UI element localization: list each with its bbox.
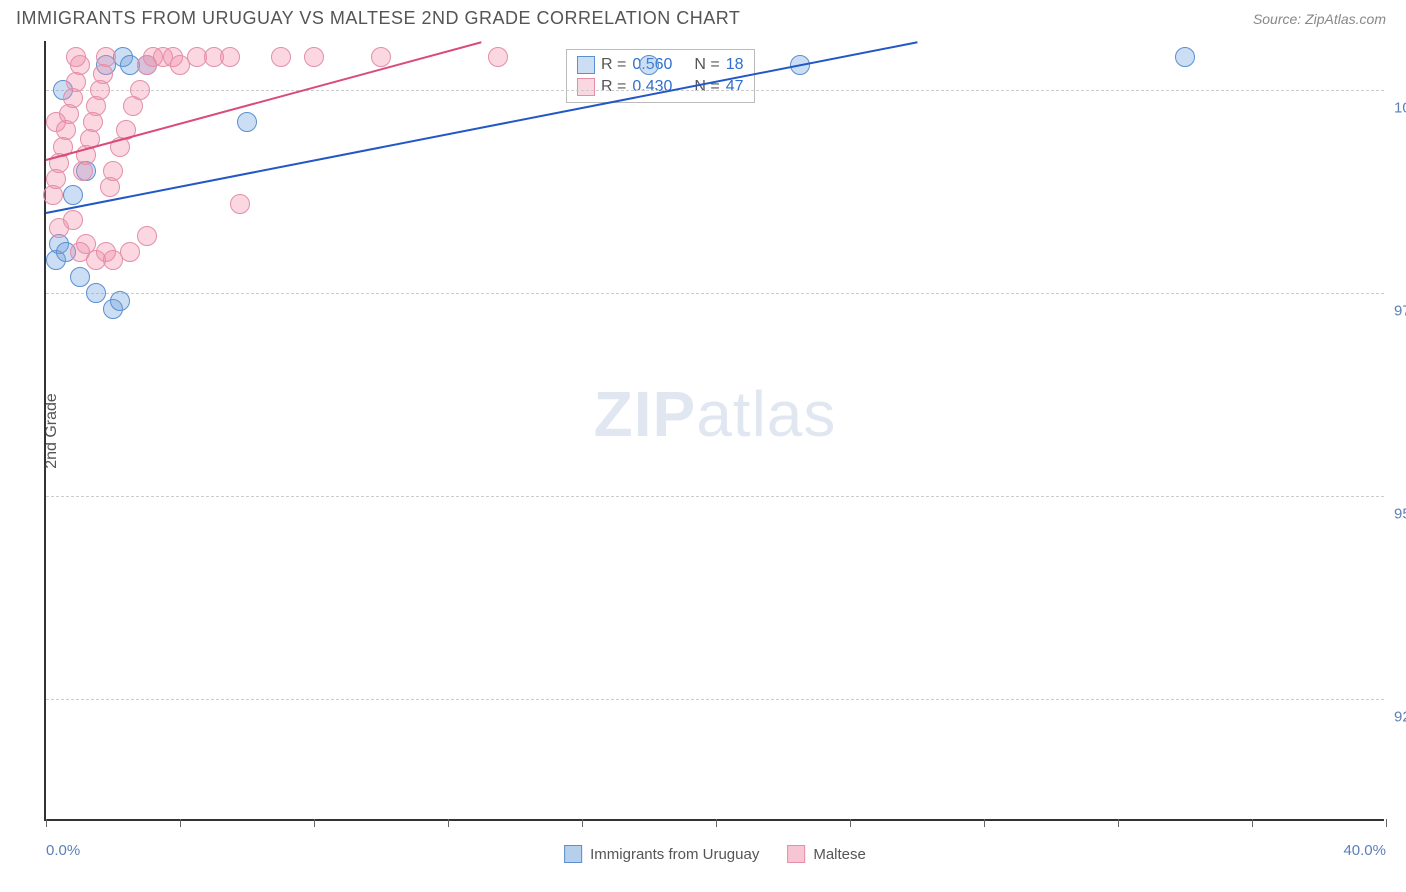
watermark-text: ZIPatlas [594,377,837,451]
data-point-maltese [230,194,250,214]
chart-title: IMMIGRANTS FROM URUGUAY VS MALTESE 2ND G… [16,8,740,29]
swatch-maltese [577,78,595,96]
data-point-uruguay [1175,47,1195,67]
data-point-uruguay [63,185,83,205]
data-point-maltese [271,47,291,67]
legend-item-uruguay: Immigrants from Uruguay [564,845,759,863]
x-tick [1386,819,1387,827]
n-label: N = [694,56,719,74]
legend-label-uruguay: Immigrants from Uruguay [590,846,759,863]
swatch-uruguay [577,56,595,74]
gridline [46,90,1384,91]
swatch-maltese [787,845,805,863]
gridline [46,293,1384,294]
x-tick [180,819,181,827]
x-tick [850,819,851,827]
data-point-maltese [63,210,83,230]
data-point-maltese [371,47,391,67]
data-point-maltese [103,161,123,181]
legend-label-maltese: Maltese [813,846,866,863]
data-point-maltese [120,242,140,262]
chart-source: Source: ZipAtlas.com [1253,11,1386,27]
y-tick-label: 92.5% [1394,709,1406,726]
x-tick [984,819,985,827]
x-tick-label: 0.0% [46,842,80,859]
watermark-bold: ZIP [594,378,697,450]
y-tick-label: 95.0% [1394,506,1406,523]
gridline [46,699,1384,700]
data-point-uruguay [237,112,257,132]
x-tick [1252,819,1253,827]
watermark-light: atlas [696,378,836,450]
n-value-maltese: 47 [726,78,744,96]
chart-header: IMMIGRANTS FROM URUGUAY VS MALTESE 2ND G… [0,0,1406,37]
scatter-plot: ZIPatlas R = 0.560 N = 18 R = 0.430 N = … [44,41,1384,821]
data-point-maltese [304,47,324,67]
data-point-uruguay [86,283,106,303]
legend-row-uruguay: R = 0.560 N = 18 [577,54,744,76]
legend-item-maltese: Maltese [787,845,866,863]
data-point-maltese [220,47,240,67]
r-label: R = [601,78,626,96]
n-value-uruguay: 18 [726,56,744,74]
data-point-maltese [130,80,150,100]
data-point-uruguay [639,55,659,75]
data-point-uruguay [70,267,90,287]
y-tick-label: 100.0% [1394,99,1406,116]
data-point-maltese [488,47,508,67]
x-tick [314,819,315,827]
data-point-maltese [46,112,66,132]
chart-container: 2nd Grade ZIPatlas R = 0.560 N = 18 R = … [44,41,1386,821]
x-tick-label: 40.0% [1343,842,1386,859]
y-tick-label: 97.5% [1394,302,1406,319]
gridline [46,496,1384,497]
series-legend: Immigrants from Uruguay Maltese [564,845,866,863]
x-tick [582,819,583,827]
data-point-maltese [66,47,86,67]
x-tick [46,819,47,827]
data-point-maltese [137,226,157,246]
data-point-uruguay [110,291,130,311]
r-label: R = [601,56,626,74]
x-tick [716,819,717,827]
x-tick [448,819,449,827]
x-tick [1118,819,1119,827]
data-point-maltese [96,47,116,67]
swatch-uruguay [564,845,582,863]
correlation-legend: R = 0.560 N = 18 R = 0.430 N = 47 [566,49,755,103]
